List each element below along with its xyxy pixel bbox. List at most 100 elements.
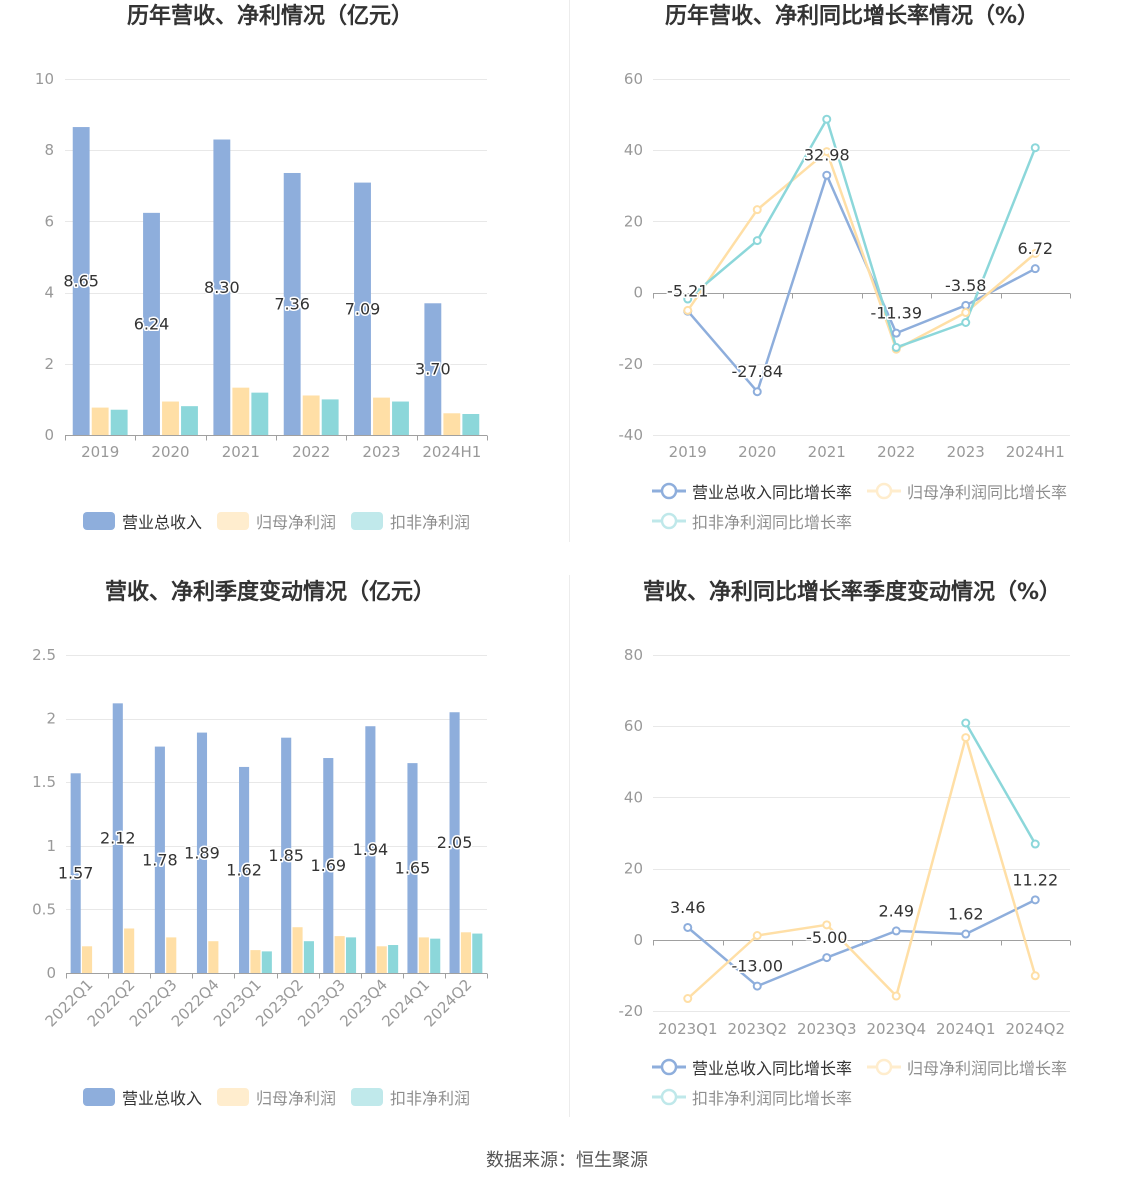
legend-marker (875, 482, 893, 500)
data-point-parent-net-profit (752, 205, 762, 215)
legend-item-revenue[interactable]: 营业总收入同比增长率 (652, 480, 852, 502)
data-label: -5.21 (667, 282, 708, 301)
legend-swatch (217, 512, 250, 530)
data-label: 6.72 (1017, 239, 1053, 258)
legend-quarterly-revenue-profit: 营业总收入 归母净利润 扣非净利润 (83, 1086, 543, 1108)
y-tick-label: 2 (44, 355, 54, 373)
data-label: 8.30 (204, 278, 240, 297)
bar-parent-net-profit (460, 932, 472, 973)
legend-marker (660, 482, 678, 500)
legend-item-revenue[interactable]: 营业总收入 (83, 1086, 202, 1108)
legend-label: 营业总收入同比增长率 (692, 483, 853, 502)
data-point-deducted-net-profit (891, 342, 901, 352)
x-tick-label: 2021 (222, 443, 260, 461)
data-point-parent-net-profit (961, 308, 971, 318)
data-point-deducted-net-profit (961, 318, 971, 328)
bar-parent-net-profit (376, 946, 387, 973)
bar-parent-net-profit (162, 401, 179, 435)
chart-title-quarterly-revenue-profit: 营收、净利季度变动情况（亿元） (104, 580, 435, 605)
data-point-parent-net-profit (1030, 971, 1040, 981)
bar-revenue (354, 182, 371, 435)
data-label: 32.98 (804, 146, 850, 165)
data-label: 1.94 (353, 840, 389, 859)
column-divider-bottom (569, 575, 570, 1117)
data-label: 1.85 (268, 846, 304, 865)
legend-quarterly-growth-rate: 营业总收入同比增长率 归母净利润同比增长率扣非净利润同比增长率 (652, 1056, 1077, 1108)
bar-deducted-net-profit (261, 951, 272, 973)
legend-label: 归母净利润 (256, 513, 337, 532)
legend-annual-growth-rate: 营业总收入同比增长率 归母净利润同比增长率扣非净利润同比增长率 (652, 480, 1077, 532)
bar-revenue (283, 172, 301, 435)
quarterly-growth-rate-chart: -20 0 20 40 60 80 2023Q1 2023Q2 2023Q3 2023Q4 2024… (619, 646, 1071, 1038)
y-tick-label: 40 (624, 141, 643, 159)
legend-swatch (351, 1088, 384, 1106)
legend-item-parent-net-profit[interactable]: 归母净利润同比增长率 (867, 480, 1067, 502)
legend-item-parent-net-profit[interactable]: 归母净利润同比增长率 (867, 1056, 1067, 1078)
x-tick-label: 2020 (738, 443, 776, 461)
bar-revenue (281, 737, 292, 973)
data-label: 3.46 (670, 898, 706, 917)
bar-revenue (196, 732, 208, 973)
legend-line-icon (867, 482, 902, 500)
legend-line-icon (652, 1058, 686, 1076)
bar-parent-net-profit (302, 395, 320, 435)
data-label: 1.65 (395, 859, 431, 878)
x-tick-label: 2024H1 (422, 443, 481, 461)
data-label: 1.89 (184, 843, 220, 862)
bar-deducted-net-profit (462, 413, 480, 435)
data-label: 2.12 (100, 829, 136, 848)
legend-line-icon (652, 482, 686, 500)
data-point-parent-net-profit (961, 733, 971, 743)
quarterly-revenue-profit-chart: 00.511.522.52022Q12022Q22022Q32022Q42023… (32, 646, 488, 1030)
series-parent-net-profit-bars (81, 927, 472, 973)
bar-deducted-net-profit (388, 945, 399, 973)
bar-deducted-net-profit (110, 409, 128, 435)
legend-label: 营业总收入 (122, 1089, 203, 1108)
bar-parent-net-profit (250, 950, 261, 973)
data-point-revenue (822, 170, 832, 180)
series-revenue-bars (72, 127, 442, 435)
data-point-parent-net-profit (1030, 248, 1040, 258)
legend-label: 扣非净利润同比增长率 (692, 513, 853, 532)
data-point-revenue (1030, 264, 1040, 274)
x-tick-label: 2024H1 (1006, 443, 1065, 461)
bar-revenue (70, 773, 81, 973)
y-tick-label: 0 (46, 964, 56, 982)
legend-swatch (351, 512, 384, 530)
data-point-deducted-net-profit (752, 236, 762, 246)
x-tick-label: 2021 (808, 443, 846, 461)
data-point-parent-net-profit (752, 931, 762, 941)
legend-item-parent-net-profit[interactable]: 归母净利润 (217, 1086, 336, 1108)
legend-item-revenue[interactable]: 营业总收入同比增长率 (652, 1056, 852, 1078)
legend-item-deducted-net-profit[interactable]: 扣非净利润 (351, 510, 470, 532)
data-label: 2.49 (878, 901, 914, 920)
data-point-revenue (961, 300, 971, 310)
legend-item-deducted-net-profit[interactable]: 扣非净利润 (351, 1086, 470, 1108)
legend-swatch (83, 1088, 115, 1106)
data-point-revenue (1030, 895, 1040, 905)
y-tick-label: 8 (44, 141, 54, 159)
data-point-revenue (822, 953, 832, 963)
annual-revenue-profit-chart: 0 2 4 6 8 10 2019 2020 2021 2022 2023 2024H1 8.65 6.2… (35, 70, 488, 461)
legend-item-revenue[interactable]: 营业总收入 (83, 510, 202, 532)
data-point-revenue (752, 387, 762, 397)
legend-label: 扣非净利润 (390, 1089, 471, 1108)
legend-item-parent-net-profit[interactable]: 归母净利润 (217, 510, 336, 532)
data-label: -27.84 (731, 362, 783, 381)
data-label: 7.36 (274, 294, 310, 313)
legend-item-deducted-net-profit[interactable]: 扣非净利润同比增长率 (652, 1086, 852, 1108)
series-line-deducted-net-profit (686, 117, 1037, 349)
data-point-parent-net-profit (891, 991, 901, 1001)
data-point-deducted-net-profit (822, 114, 832, 124)
y-tick-label: 40 (624, 788, 643, 806)
data-label: 8.65 (63, 272, 99, 291)
bar-revenue (112, 703, 123, 973)
bar-deducted-net-profit (303, 941, 314, 973)
legend-item-deducted-net-profit[interactable]: 扣非净利润同比增长率 (652, 510, 852, 532)
bar-parent-net-profit (124, 928, 135, 973)
y-tick-label: 60 (624, 717, 643, 735)
legend-label: 归母净利润同比增长率 (907, 1059, 1068, 1078)
legend-label: 归母净利润 (256, 1089, 337, 1108)
legend-label: 归母净利润同比增长率 (907, 483, 1068, 502)
